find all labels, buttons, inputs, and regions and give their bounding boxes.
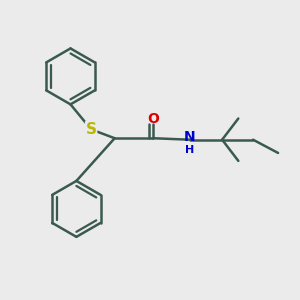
Text: O: O — [147, 112, 159, 126]
Text: N: N — [184, 130, 196, 144]
Text: S: S — [85, 122, 97, 137]
Text: H: H — [185, 145, 194, 155]
